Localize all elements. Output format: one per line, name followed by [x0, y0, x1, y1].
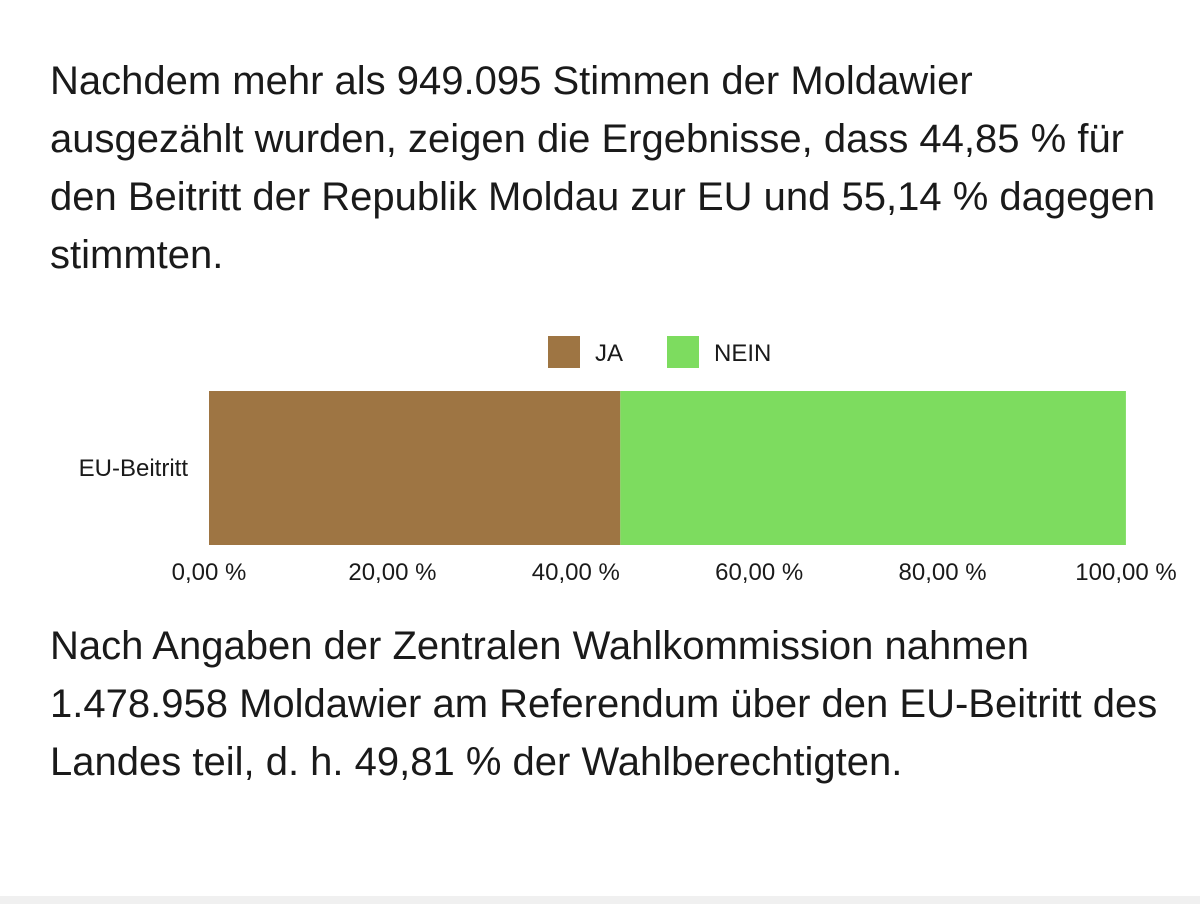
- legend-swatch-nein: [667, 336, 699, 368]
- legend-label-ja: JA: [595, 340, 623, 367]
- x-tick-label: 20,00 %: [348, 559, 436, 586]
- intro-text: Nachdem mehr als 949.095 Stimmen der Mol…: [50, 59, 1156, 277]
- footer-text: Nach Angaben der Zentralen Wahlkommissio…: [50, 624, 1158, 784]
- x-tick-label: 80,00 %: [899, 559, 987, 586]
- legend-swatch-ja: [548, 336, 580, 368]
- bar-ja: [209, 391, 621, 545]
- x-tick-label: 0,00 %: [172, 559, 247, 586]
- x-tick-label: 40,00 %: [532, 559, 620, 586]
- chart-x-axis: 0,00 % 20,00 % 40,00 % 60,00 % 80,00 % 100,00…: [172, 559, 1177, 586]
- chart-bars: [209, 391, 1126, 545]
- x-tick-label: 60,00 %: [715, 559, 803, 586]
- chart-legend: JA NEIN: [548, 336, 771, 368]
- bar-nein: [620, 391, 1126, 545]
- legend-label-nein: NEIN: [714, 340, 771, 367]
- bottom-strip: [0, 896, 1200, 904]
- stacked-bar-chart: JA NEIN EU-Beitritt 0,00 % 20,00 % 40,00 % 6…: [79, 336, 1177, 586]
- x-tick-label: 100,00 %: [1075, 559, 1176, 586]
- chart-category-labels: EU-Beitritt: [79, 455, 189, 482]
- category-label: EU-Beitritt: [79, 455, 189, 482]
